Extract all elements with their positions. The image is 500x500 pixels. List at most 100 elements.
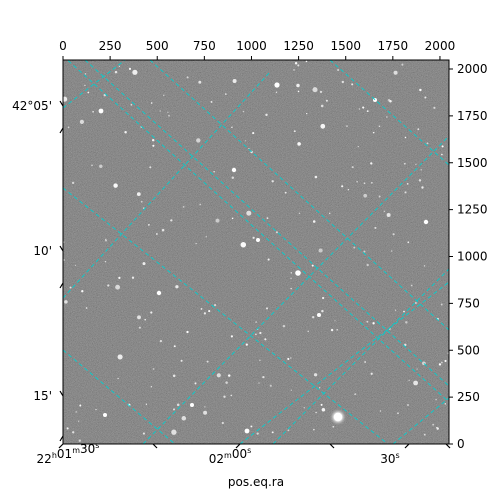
star bbox=[144, 318, 147, 321]
star bbox=[407, 404, 409, 406]
star bbox=[142, 262, 146, 266]
star bbox=[275, 91, 278, 94]
star bbox=[161, 228, 165, 232]
star bbox=[271, 431, 274, 434]
star bbox=[92, 110, 94, 113]
star bbox=[321, 407, 326, 412]
star bbox=[206, 360, 209, 363]
star bbox=[297, 90, 300, 93]
star bbox=[297, 142, 301, 146]
star bbox=[181, 416, 187, 421]
star bbox=[105, 239, 107, 242]
star bbox=[223, 395, 226, 398]
left-dec-axis: 42°05' 10' 15' bbox=[12, 99, 64, 442]
star bbox=[136, 192, 141, 197]
right-tick-label: 1250 bbox=[457, 203, 488, 217]
bright-star bbox=[244, 428, 250, 434]
star bbox=[404, 136, 407, 139]
star bbox=[67, 126, 70, 129]
star bbox=[79, 119, 84, 124]
dec-tick bbox=[59, 435, 64, 442]
star bbox=[198, 80, 202, 84]
star bbox=[290, 357, 292, 359]
star bbox=[417, 128, 420, 131]
dec-tick-label: 42°05' bbox=[12, 99, 52, 113]
star bbox=[353, 246, 356, 249]
star bbox=[315, 411, 317, 414]
star bbox=[149, 166, 152, 169]
star bbox=[63, 259, 65, 261]
star bbox=[421, 186, 424, 189]
star bbox=[258, 382, 260, 384]
star bbox=[413, 380, 419, 386]
star bbox=[118, 65, 121, 67]
star bbox=[176, 403, 180, 407]
star bbox=[357, 145, 359, 148]
star bbox=[271, 180, 274, 183]
ra-tick bbox=[58, 443, 64, 449]
bright-star bbox=[295, 270, 301, 276]
star bbox=[180, 359, 183, 362]
star bbox=[383, 210, 386, 213]
star bbox=[142, 207, 145, 209]
star bbox=[173, 345, 176, 348]
star bbox=[159, 339, 163, 343]
star bbox=[246, 210, 252, 216]
star bbox=[293, 130, 296, 133]
star bbox=[312, 220, 316, 223]
ra-tick bbox=[235, 443, 241, 449]
star bbox=[403, 310, 405, 313]
bright-star bbox=[274, 82, 280, 88]
grid-line bbox=[63, 187, 389, 444]
star bbox=[150, 386, 152, 388]
star bbox=[372, 131, 375, 134]
star bbox=[266, 217, 269, 220]
star bbox=[392, 233, 395, 236]
star bbox=[438, 363, 442, 366]
star bbox=[194, 382, 197, 385]
star bbox=[290, 277, 292, 279]
star bbox=[432, 423, 435, 426]
star bbox=[440, 303, 443, 306]
star bbox=[379, 410, 382, 412]
grid-line bbox=[63, 60, 126, 109]
star bbox=[242, 110, 245, 113]
top-tick-label: 1500 bbox=[330, 39, 361, 53]
star bbox=[441, 361, 443, 364]
star bbox=[282, 324, 286, 328]
star bbox=[334, 320, 336, 322]
star bbox=[175, 285, 179, 289]
star bbox=[424, 96, 427, 99]
star bbox=[321, 309, 324, 313]
star bbox=[224, 93, 227, 96]
top-tick-label: 1000 bbox=[236, 39, 267, 53]
sky-image bbox=[63, 60, 449, 444]
star bbox=[75, 411, 77, 413]
grid-line bbox=[329, 60, 449, 166]
ra-tick-label: 02m00s bbox=[209, 446, 252, 466]
star bbox=[145, 403, 148, 405]
bottom-ra-axis: 22h01m30s 02m00s 30s bbox=[37, 441, 451, 466]
star bbox=[320, 123, 326, 129]
star bbox=[196, 138, 201, 143]
star bbox=[312, 316, 315, 319]
star bbox=[265, 113, 268, 117]
star bbox=[386, 213, 391, 217]
star bbox=[374, 226, 377, 229]
star bbox=[397, 412, 399, 414]
star bbox=[290, 272, 292, 274]
star bbox=[320, 104, 324, 108]
star bbox=[415, 163, 417, 166]
star bbox=[366, 320, 369, 323]
star bbox=[152, 144, 155, 147]
bright-star bbox=[98, 108, 104, 114]
star bbox=[71, 181, 75, 185]
star bbox=[213, 170, 215, 173]
star bbox=[215, 218, 220, 223]
star bbox=[444, 359, 447, 363]
bright-star bbox=[333, 412, 343, 422]
star bbox=[213, 303, 217, 307]
star bbox=[255, 333, 257, 336]
star bbox=[152, 368, 155, 370]
top-tick-label: 1750 bbox=[378, 39, 409, 53]
